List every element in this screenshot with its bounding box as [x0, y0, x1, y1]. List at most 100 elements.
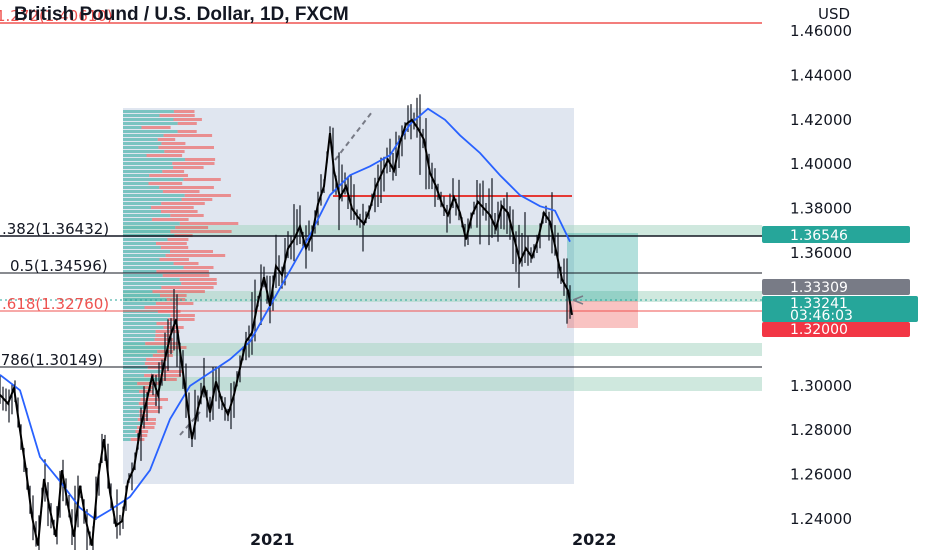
position-target-box [567, 233, 638, 301]
volume-profile-up-bar [123, 394, 149, 397]
price-tick-3: 1.40000 [790, 155, 852, 173]
volume-profile-up-bar [123, 150, 165, 153]
volume-profile-down-bar [146, 358, 167, 361]
volume-profile-up-bar [123, 354, 153, 357]
volume-profile-up-bar [123, 258, 160, 261]
volume-profile-up-bar [123, 326, 164, 329]
volume-profile-down-bar [151, 218, 189, 221]
volume-profile-up-bar [123, 338, 155, 341]
volume-profile-down-bar [139, 390, 153, 393]
price-tick-6: 1.30000 [790, 377, 852, 395]
volume-profile-up-bar [123, 202, 162, 205]
volume-profile-up-bar [123, 194, 185, 197]
volume-profile-up-bar [123, 350, 158, 353]
volume-profile-up-bar [123, 434, 138, 437]
volume-profile-down-bar [165, 254, 226, 257]
trend-projection-upper [334, 111, 373, 161]
volume-profile-up-bar [123, 270, 157, 273]
volume-profile-down-bar [157, 138, 176, 141]
volume-profile-down-bar [138, 402, 157, 405]
volume-profile-down-bar [143, 422, 156, 425]
volume-profile-down-bar [162, 274, 210, 277]
target-price-tag-text: 1.36546 [790, 228, 848, 244]
stop-price-tag-text: 1.32000 [790, 322, 848, 338]
volume-profile-up-bar [123, 306, 145, 309]
target-price-tag [762, 226, 910, 243]
volume-profile-down-bar [159, 258, 189, 261]
volume-profile-up-bar [123, 378, 163, 381]
volume-profile-up-bar [123, 430, 136, 433]
volume-profile-up-bar [123, 138, 158, 141]
volume-profile-down-bar [160, 246, 189, 249]
volume-profile-down-bar [161, 142, 186, 145]
volume-profile-down-bar [179, 222, 239, 225]
volume-profile-down-bar [181, 282, 217, 285]
volume-profile-down-bar [145, 342, 180, 345]
volume-profile-up-bar [123, 370, 162, 373]
volume-profile-up-bar [123, 414, 140, 417]
volume-profile-up-bar [123, 402, 139, 405]
volume-profile-up-bar [123, 346, 169, 349]
volume-profile-up-bar [123, 186, 160, 189]
position-entry-arrow-icon [572, 295, 584, 305]
volume-profile-up-bar [123, 170, 163, 173]
volume-profile-up-bar [123, 222, 180, 225]
volume-profile-down-bar [160, 294, 187, 297]
volume-profile-down-bar [137, 382, 159, 385]
volume-profile-up-bar [123, 166, 173, 169]
volume-profile-up-bar [123, 210, 161, 213]
volume-profile-up-bar [123, 386, 144, 389]
volume-profile-up-bar [123, 114, 160, 117]
price-axis-background [762, 0, 932, 550]
chart-title: British Pound / U.S. Dollar, 1D, FXCM [14, 4, 349, 25]
fib-1272-label: 1.272(1.40610) [0, 7, 113, 25]
volume-profile-up-bar [123, 290, 153, 293]
volume-profile-down-bar [162, 170, 185, 173]
volume-profile-up-bar [123, 342, 146, 345]
volume-profile-up-bar [123, 142, 162, 145]
volume-profile-up-bar [123, 250, 170, 253]
volume-profile-down-bar [162, 378, 177, 381]
price-axis-ticks: 1.46000 1.44000 1.42000 1.40000 1.38000 1.360… [790, 22, 852, 528]
volume-profile-down-bar [181, 198, 213, 201]
volume-profile-down-bar [144, 306, 176, 309]
volume-profile-down-bar [168, 346, 187, 349]
fib-382-label: .382(1.36432) [2, 220, 109, 238]
volume-profile-down-bar [143, 386, 154, 389]
volume-profile-up-bar [123, 438, 131, 441]
volume-profile-up-bar [123, 254, 166, 257]
volume-profile-up-bar [123, 282, 182, 285]
volume-profile-bars [123, 110, 239, 441]
year-label-2022: 2022 [572, 530, 617, 549]
stop-price-tag [762, 322, 910, 337]
volume-profile-up-bar [123, 238, 168, 241]
volume-profile-down-bar [163, 134, 213, 137]
volume-profile-up-bar [123, 410, 140, 413]
year-label-2021: 2021 [250, 530, 295, 549]
volume-profile-down-bar [140, 398, 168, 401]
volume-profile-up-bar [123, 226, 176, 229]
volume-profile-up-bar [123, 198, 182, 201]
volume-profile-down-bar [167, 238, 189, 241]
volume-profile-down-bar [144, 362, 164, 365]
volume-profile-down-bar [161, 286, 214, 289]
volume-profile-down-bar [162, 190, 200, 193]
volume-profile-down-bar [141, 126, 171, 129]
volume-profile-down-bar [155, 302, 194, 305]
volume-profile-down-bar [170, 250, 213, 253]
volume-profile-up-bar [123, 426, 137, 429]
volume-profile-down-bar [137, 434, 148, 437]
volume-profile-down-bar [154, 338, 173, 341]
volume-profile-up-bar [123, 330, 156, 333]
volume-profile-down-bar [177, 122, 197, 125]
zone-618 [123, 291, 762, 302]
volume-profile-up-bar [123, 362, 145, 365]
price-tick-4: 1.38000 [790, 199, 852, 217]
volume-profile-up-bar [123, 162, 173, 165]
price-tick-1: 1.44000 [790, 66, 852, 84]
price-tick-0: 1.46000 [790, 22, 852, 40]
volume-profile-up-bar [123, 218, 152, 221]
volume-profile-up-bar [123, 274, 163, 277]
volume-profile-down-bar [156, 270, 209, 273]
